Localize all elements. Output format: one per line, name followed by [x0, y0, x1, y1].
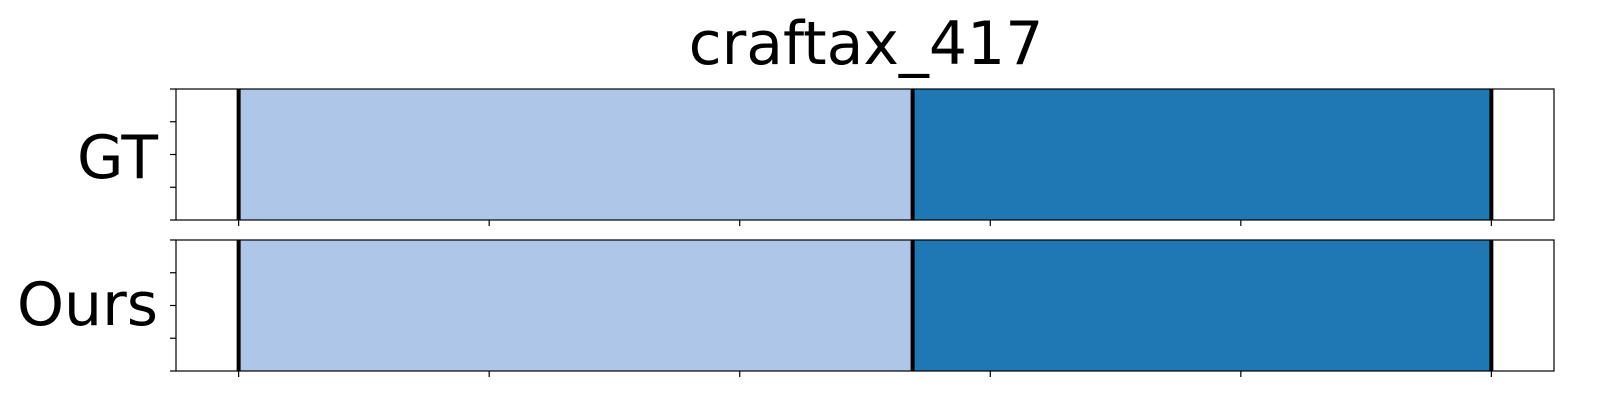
row-label: GT: [77, 123, 158, 193]
segment-1: [912, 240, 1492, 371]
row-label: Ours: [17, 270, 158, 340]
row-gt: GT: [77, 88, 1555, 226]
rows-layer: GT Ours: [17, 88, 1555, 377]
row-ours: Ours: [17, 239, 1555, 377]
segment-1: [912, 89, 1492, 220]
segment-0: [238, 240, 913, 371]
chart-title: craftax_417: [689, 9, 1044, 79]
segment-0: [238, 89, 913, 220]
